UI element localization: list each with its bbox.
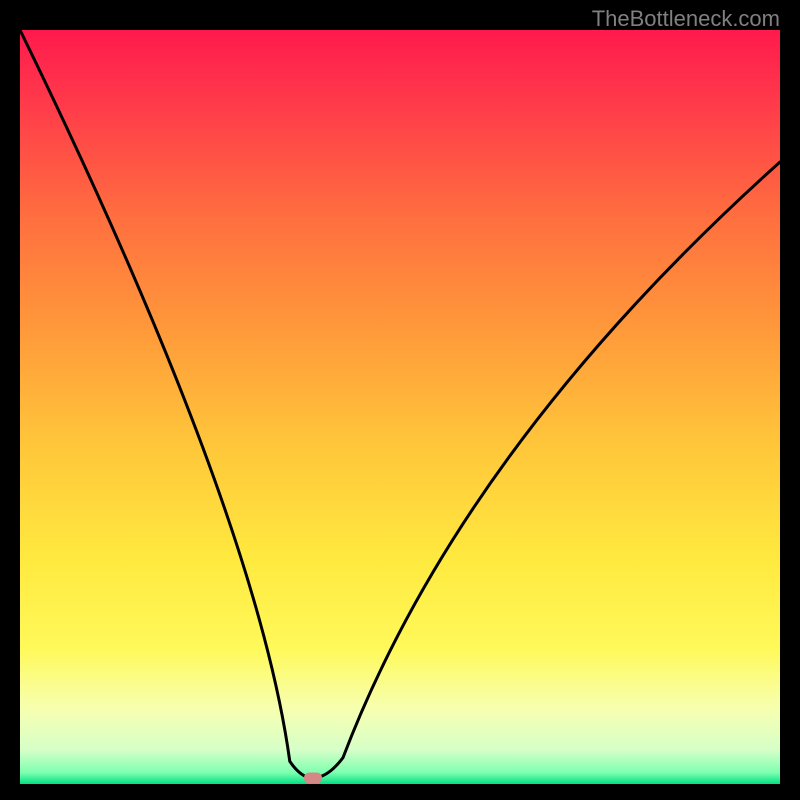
chart-stage: TheBottleneck.com [0, 0, 800, 800]
bottleneck-curve [20, 30, 780, 784]
plot-area [20, 30, 780, 784]
watermark-text: TheBottleneck.com [592, 6, 780, 32]
vertex-marker [304, 772, 322, 783]
curve-path [20, 30, 780, 778]
